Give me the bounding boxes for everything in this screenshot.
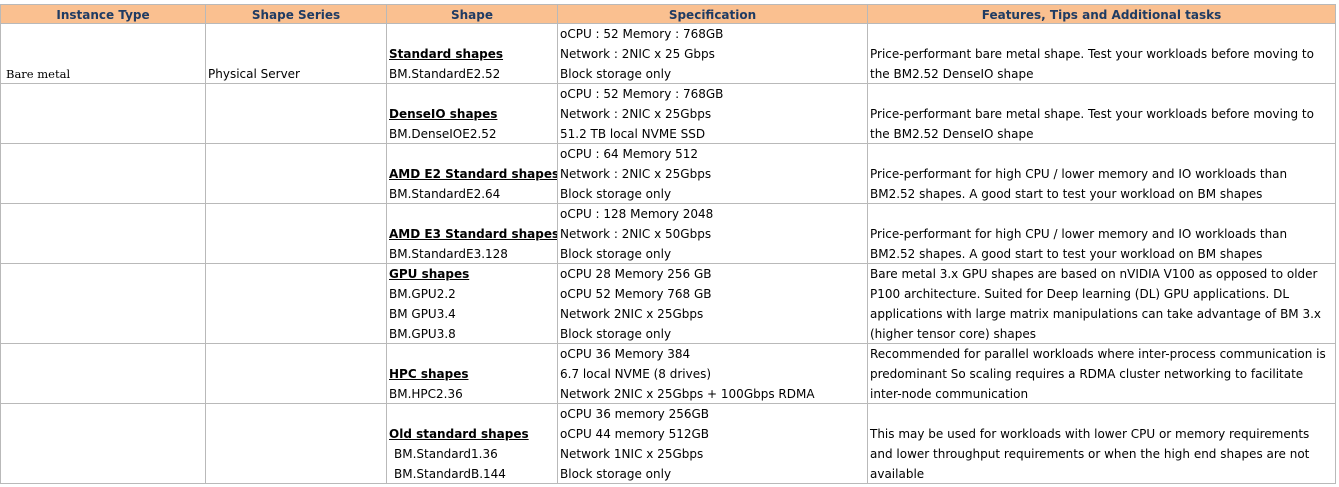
shape-title: Standard shapes: [389, 47, 504, 61]
spec-line: oCPU : 52 Memory : 768GB: [560, 27, 724, 41]
table-row-cell-spec: oCPU : 64 Memory 512 Network : 2NIC x 25…: [558, 144, 868, 204]
shape-name: BM GPU3.4: [389, 307, 456, 321]
spec-line: Block storage only: [560, 67, 672, 81]
table-row-cell-shape-series: [206, 344, 387, 404]
shape-name: BM.StandardE3.128: [389, 247, 508, 261]
shape-title: GPU shapes: [389, 267, 470, 281]
spec-line: oCPU : 64 Memory 512: [560, 147, 699, 161]
shape-name: BM.StandardE2.52: [389, 67, 501, 81]
table-row-cell-shape-series: [206, 404, 387, 484]
table-row-cell-instance-type: [0, 264, 206, 344]
spec-line: Network : 2NIC x 25Gbps: [560, 167, 712, 181]
features-text: Price-performant for high CPU / lower me…: [870, 227, 1288, 261]
spec-line: oCPU 52 Memory 768 GB: [560, 287, 712, 301]
header-specification: Specification: [558, 4, 868, 24]
table-row-cell-features: Price-performant for high CPU / lower me…: [868, 204, 1336, 264]
header-features: Features, Tips and Additional tasks: [868, 4, 1336, 24]
instance-type-text: Bare metal: [6, 67, 71, 81]
table-row-cell-instance-type: [0, 404, 206, 484]
spec-line: oCPU 36 memory 256GB: [560, 407, 710, 421]
table-row-cell-spec: oCPU 28 Memory 256 GB oCPU 52 Memory 768…: [558, 264, 868, 344]
spec-line: Network 2NIC x 25Gbps: [560, 307, 704, 321]
features-text: Price-performant bare metal shape. Test …: [870, 107, 1314, 141]
shape-name: BM.GPU3.8: [389, 327, 456, 341]
features-text: Bare metal 3.x GPU shapes are based on n…: [870, 267, 1322, 341]
features-text: This may be used for workloads with lowe…: [870, 427, 1310, 481]
shape-name: BM.Standard1.36: [394, 447, 498, 461]
table-row-cell-features: Price-performant bare metal shape. Test …: [868, 24, 1336, 84]
table-row-cell-shape-series: Physical Server: [206, 24, 387, 84]
spec-line: Block storage only: [560, 247, 672, 261]
spec-line: Network 2NIC x 25Gbps + 100Gbps RDMA: [560, 387, 815, 401]
table-row-cell-instance-type: [0, 144, 206, 204]
table-row-cell-shape-series: [206, 204, 387, 264]
spec-line: 6.7 local NVME (8 drives): [560, 367, 712, 381]
shape-title: Old standard shapes: [389, 427, 529, 441]
spec-line: oCPU : 52 Memory : 768GB: [560, 87, 724, 101]
shape-name: BM.GPU2.2: [389, 287, 456, 301]
spec-line: oCPU 44 memory 512GB: [560, 427, 710, 441]
shape-title: HPC shapes: [389, 367, 469, 381]
table-row-cell-features: Price-performant bare metal shape. Test …: [868, 84, 1336, 144]
spec-line: Block storage only: [560, 327, 672, 341]
spec-line: Network : 2NIC x 25 Gbps: [560, 47, 715, 61]
spec-line: oCPU 28 Memory 256 GB: [560, 267, 712, 281]
table-row-cell-spec: oCPU : 128 Memory 2048 Network : 2NIC x …: [558, 204, 868, 264]
table-row-cell-shape: DenseIO shapes BM.DenseIOE2.52: [387, 84, 558, 144]
spec-line: Network : 2NIC x 50Gbps: [560, 227, 712, 241]
shape-title: AMD E3 Standard shapes: [389, 227, 558, 241]
spec-line: oCPU : 128 Memory 2048: [560, 207, 714, 221]
shape-name: BM.StandardE2.64: [389, 187, 501, 201]
spec-line: Block storage only: [560, 187, 672, 201]
header-instance-type: Instance Type: [0, 4, 206, 24]
table-row-cell-shape: AMD E3 Standard shapes BM.StandardE3.128: [387, 204, 558, 264]
shape-name: BM.HPC2.36: [389, 387, 463, 401]
table-row-cell-features: Bare metal 3.x GPU shapes are based on n…: [868, 264, 1336, 344]
header-shape-series: Shape Series: [206, 4, 387, 24]
table-row-cell-shape: AMD E2 Standard shapes BM.StandardE2.64: [387, 144, 558, 204]
table-row-cell-shape: Old standard shapes BM.Standard1.36 BM.S…: [387, 404, 558, 484]
table-row-cell-shape: Standard shapes BM.StandardE2.52: [387, 24, 558, 84]
features-text: Recommended for parallel workloads where…: [870, 347, 1326, 401]
table-row-cell-shape-series: [206, 84, 387, 144]
table-row-cell-features: Recommended for parallel workloads where…: [868, 344, 1336, 404]
table-row-cell-instance-type: [0, 84, 206, 144]
spec-line: Network : 2NIC x 25Gbps: [560, 107, 712, 121]
features-text: Price-performant bare metal shape. Test …: [870, 47, 1314, 81]
table-row-cell-instance-type: [0, 344, 206, 404]
table-row-cell-spec: oCPU 36 Memory 384 6.7 local NVME (8 dri…: [558, 344, 868, 404]
table-row-cell-shape-series: [206, 264, 387, 344]
table-row-cell-spec: oCPU 36 memory 256GB oCPU 44 memory 512G…: [558, 404, 868, 484]
shape-name: BM.DenseIOE2.52: [389, 127, 497, 141]
shape-series-text: Physical Server: [208, 67, 300, 81]
table-row-cell-features: This may be used for workloads with lowe…: [868, 404, 1336, 484]
table-row-cell-shape-series: [206, 144, 387, 204]
table-row-cell-spec: oCPU : 52 Memory : 768GB Network : 2NIC …: [558, 24, 868, 84]
spec-line: oCPU 36 Memory 384: [560, 347, 691, 361]
spec-line: 51.2 TB local NVME SSD: [560, 127, 706, 141]
table-row-cell-shape: GPU shapes BM.GPU2.2 BM GPU3.4 BM.GPU3.8: [387, 264, 558, 344]
header-shape: Shape: [387, 4, 558, 24]
spec-line: Block storage only: [560, 467, 672, 481]
table-row-cell-shape: HPC shapes BM.HPC2.36: [387, 344, 558, 404]
table-row-cell-instance-type: [0, 204, 206, 264]
shape-name: BM.StandardB.144: [394, 467, 506, 481]
features-text: Price-performant for high CPU / lower me…: [870, 167, 1288, 201]
table-row-cell-features: Price-performant for high CPU / lower me…: [868, 144, 1336, 204]
shape-title: AMD E2 Standard shapes: [389, 167, 558, 181]
spec-line: Network 1NIC x 25Gbps: [560, 447, 704, 461]
shape-title: DenseIO shapes: [389, 107, 498, 121]
table-row-cell-spec: oCPU : 52 Memory : 768GB Network : 2NIC …: [558, 84, 868, 144]
table-row-cell-instance-type: Bare metal: [0, 24, 206, 84]
